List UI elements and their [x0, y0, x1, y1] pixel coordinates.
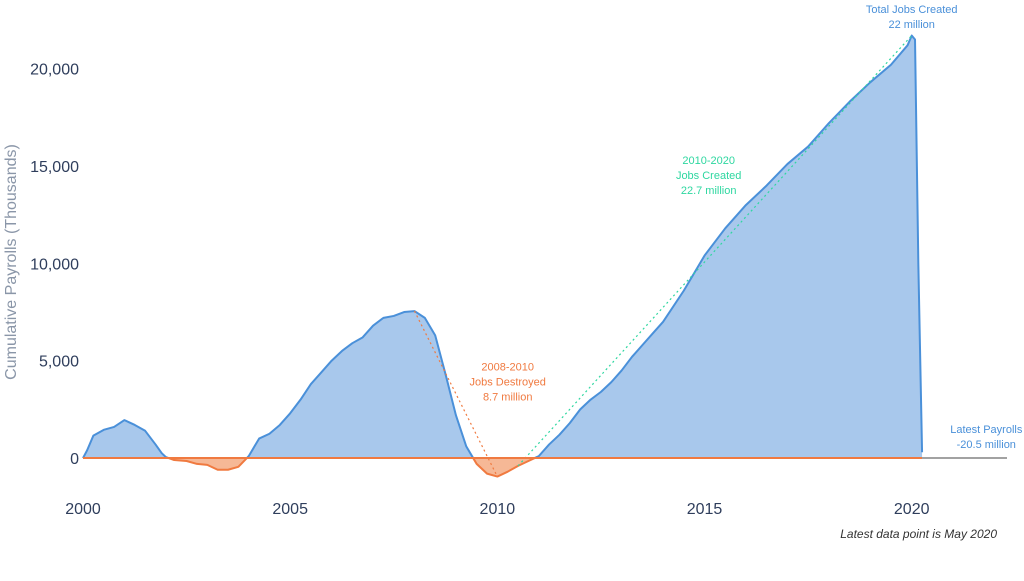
- y-axis-label: Cumulative Payrolls (Thousands): [3, 144, 20, 380]
- y-tick-label-4: 20,000: [30, 62, 79, 79]
- positive-line-0: [82, 419, 169, 460]
- trend-lines: [413, 35, 913, 477]
- x-tick-label-2: 2010: [480, 501, 516, 518]
- negative-line-1: [168, 457, 248, 471]
- annotation-1-line-2: 22.7 million: [681, 185, 737, 197]
- x-tick-label-4: 2020: [894, 501, 930, 518]
- y-tick-label-3: 15,000: [30, 159, 79, 176]
- negative-line-3: [472, 457, 536, 478]
- y-tick-label-2: 10,000: [30, 256, 79, 273]
- annotation-3-line-1: -20.5 million: [957, 439, 1016, 451]
- x-tick-label-3: 2015: [687, 501, 723, 518]
- annotation-3-line-0: Latest Payrolls: [950, 424, 1023, 436]
- annotation-2: Total Jobs Created 22 million: [866, 4, 958, 31]
- annotation-0-line-1: Jobs Destroyed: [469, 376, 545, 388]
- area-fills: [83, 35, 923, 477]
- y-tick-label-0: 0: [70, 451, 79, 468]
- axes: 0 5,000 10,000 15,000 20,000 2000 2005 2010 2015…: [30, 62, 1007, 518]
- annotation-2-line-0: Total Jobs Created: [866, 4, 958, 16]
- x-tick-label-0: 2000: [65, 501, 101, 518]
- trend-line-1: [517, 35, 913, 467]
- y-tick-label-1: 5,000: [39, 354, 79, 371]
- negative-area-3: [473, 458, 535, 477]
- trend-line-0: [413, 310, 498, 477]
- annotation-0-line-0: 2008-2010: [481, 361, 534, 373]
- positive-line-2: [246, 310, 475, 459]
- positive-area-0: [83, 420, 169, 459]
- annotations: 2008-2010 Jobs Destroyed 8.7 million 2010-2…: [469, 4, 1022, 451]
- annotation-0: 2008-2010 Jobs Destroyed 8.7 million: [469, 361, 545, 403]
- annotation-1: 2010-2020 Jobs Created 22.7 million: [676, 155, 741, 197]
- annotation-2-line-1: 22 million: [888, 19, 934, 31]
- x-tick-label-1: 2005: [272, 501, 308, 518]
- annotation-1-line-1: Jobs Created: [676, 170, 741, 182]
- positive-area-2: [246, 311, 474, 459]
- annotation-1-line-0: 2010-2020: [682, 155, 735, 167]
- positive-area-4: [534, 35, 923, 459]
- annotation-3: Latest Payrolls -20.5 million: [950, 424, 1023, 451]
- footnote: Latest data point is May 2020: [840, 527, 997, 541]
- annotation-0-line-2: 8.7 million: [483, 391, 533, 403]
